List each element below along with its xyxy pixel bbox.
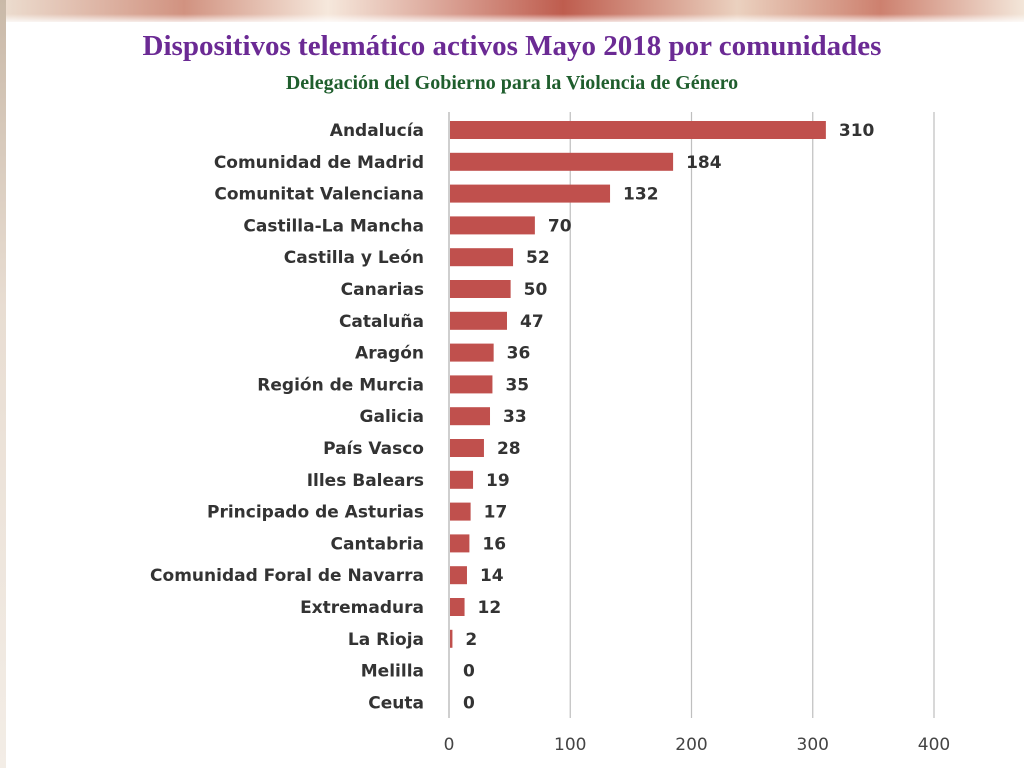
data-label: 52	[526, 248, 550, 268]
category-label: Cantabria	[331, 534, 425, 554]
bar	[450, 375, 493, 394]
category-labels: Andalucía Comunidad de Madrid Comunitat Va…	[150, 121, 424, 713]
category-label: Ceuta	[368, 693, 424, 713]
chart-title: Dispositivos telemático activos Mayo 201…	[142, 30, 882, 62]
data-label: 17	[484, 503, 508, 523]
data-label: 14	[480, 566, 504, 586]
category-label: Castilla-La Mancha	[243, 216, 424, 236]
bar	[450, 407, 491, 426]
category-label: País Vasco	[323, 439, 424, 459]
category-label: Castilla y León	[284, 248, 424, 268]
data-label: 35	[505, 375, 529, 395]
bar	[450, 152, 674, 171]
x-axis-tick-labels: 0 100 200 300 400	[444, 735, 951, 755]
bar	[450, 216, 535, 235]
bars	[450, 121, 826, 648]
category-label: La Rioja	[348, 630, 424, 650]
data-label: 0	[463, 693, 475, 713]
category-label: Comunitat Valenciana	[214, 185, 424, 205]
bar	[450, 311, 507, 330]
data-label: 47	[520, 312, 544, 332]
chart-subtitle: Delegación del Gobierno para la Violenci…	[285, 72, 739, 94]
data-label: 2	[465, 630, 477, 650]
x-tick-label: 300	[797, 735, 829, 755]
x-tick-label: 100	[554, 735, 586, 755]
data-label: 28	[497, 439, 521, 459]
data-label: 184	[686, 153, 722, 173]
category-label: Comunidad Foral de Navarra	[150, 566, 424, 586]
bar	[450, 629, 453, 648]
bar	[450, 534, 470, 553]
data-label: 12	[478, 598, 502, 618]
category-label: Canarias	[341, 280, 424, 300]
bar	[450, 502, 471, 521]
x-tick-label: 0	[444, 735, 455, 755]
data-label: 70	[548, 216, 572, 236]
x-tick-label: 400	[918, 735, 950, 755]
category-label: Principado de Asturias	[207, 503, 424, 523]
bar	[450, 121, 826, 139]
category-label: Comunidad de Madrid	[214, 153, 424, 173]
bar	[450, 598, 465, 616]
bar	[450, 343, 494, 362]
data-label: 50	[524, 280, 548, 300]
banner-fade	[0, 14, 1024, 24]
category-label: Illes Balears	[307, 471, 424, 491]
x-tick-label: 200	[675, 735, 707, 755]
data-label: 0	[463, 662, 475, 682]
data-label: 19	[486, 471, 510, 491]
data-labels: 310 184 132 70 52 50 47 36 35 33 28 19 17 16 14 122 0 0	[463, 121, 875, 713]
data-label: 16	[482, 534, 506, 554]
category-label: Extremadura	[300, 598, 424, 618]
bar	[450, 470, 474, 489]
category-label: Andalucía	[330, 121, 424, 141]
bar	[450, 566, 467, 585]
category-label: Cataluña	[339, 312, 424, 332]
category-label: Galicia	[360, 407, 424, 427]
bar	[450, 280, 511, 298]
grid-lines	[448, 112, 935, 718]
data-label: 36	[507, 344, 531, 364]
bar	[450, 439, 484, 457]
bar	[450, 248, 514, 267]
category-label: Región de Murcia	[257, 375, 424, 395]
category-label: Aragón	[355, 344, 424, 364]
data-label: 310	[839, 121, 875, 141]
category-label: Melilla	[361, 662, 424, 682]
data-label: 33	[503, 407, 527, 427]
data-label: 132	[623, 185, 659, 205]
decorative-left-edge	[0, 0, 6, 768]
bar	[450, 184, 611, 203]
